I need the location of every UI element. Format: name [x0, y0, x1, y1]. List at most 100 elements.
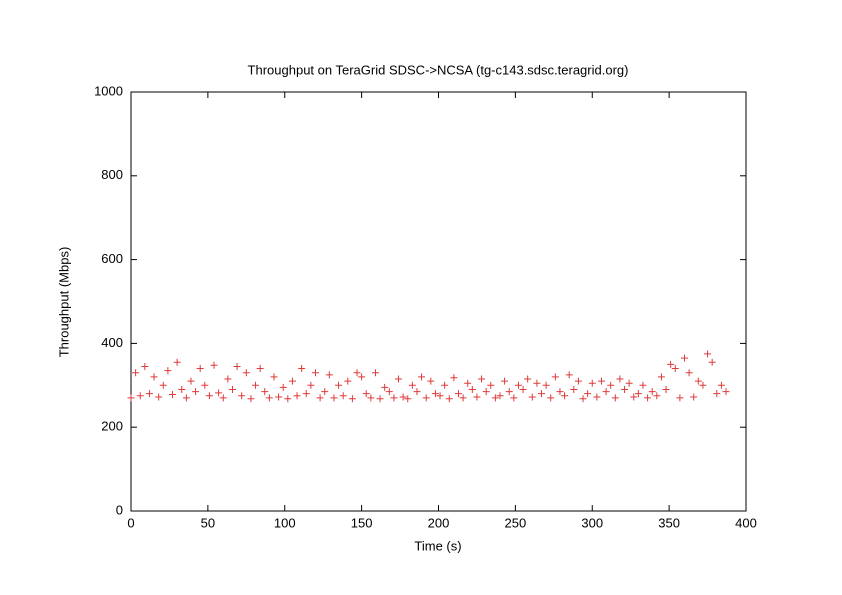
point — [252, 381, 260, 389]
point — [445, 395, 453, 403]
point — [275, 393, 283, 401]
point — [312, 369, 319, 377]
x-tick-label: 50 — [201, 515, 215, 530]
point — [579, 395, 587, 403]
point — [404, 395, 412, 403]
point — [293, 392, 301, 400]
plot-border — [130, 91, 747, 512]
point — [653, 392, 661, 400]
point — [708, 358, 716, 366]
y-axis-label: Throughput (Mbps) — [56, 247, 71, 358]
point — [662, 385, 670, 393]
point — [247, 395, 255, 403]
point — [205, 392, 213, 400]
point — [132, 369, 140, 377]
point — [210, 361, 218, 369]
point — [505, 388, 513, 396]
point — [676, 394, 684, 402]
point — [487, 381, 495, 389]
point — [450, 374, 458, 382]
point — [427, 377, 435, 385]
point — [538, 390, 546, 398]
point — [459, 394, 467, 402]
point — [565, 371, 573, 379]
point — [325, 371, 333, 379]
x-tick-label: 300 — [581, 515, 603, 530]
point — [265, 394, 273, 402]
point — [187, 377, 195, 385]
point — [441, 381, 449, 389]
point — [238, 392, 246, 400]
x-tick-label: 400 — [735, 515, 757, 530]
point — [418, 373, 426, 381]
y-tick-label: 400 — [101, 335, 123, 350]
point — [164, 367, 172, 375]
x-tick-label: 100 — [274, 515, 296, 530]
y-tick-label: 1000 — [94, 83, 123, 98]
point — [570, 385, 578, 393]
point — [533, 379, 541, 387]
point — [344, 377, 352, 385]
point — [256, 365, 264, 373]
point — [192, 388, 200, 396]
point — [491, 394, 499, 402]
point — [228, 385, 236, 393]
point — [621, 385, 629, 393]
point — [150, 373, 158, 381]
point — [722, 388, 730, 396]
point — [634, 390, 642, 398]
point — [145, 390, 153, 398]
x-tick-label: 250 — [505, 515, 527, 530]
point — [270, 373, 278, 381]
point — [611, 394, 619, 402]
point — [196, 365, 204, 373]
point — [201, 381, 209, 389]
point — [279, 383, 287, 391]
point — [681, 354, 688, 362]
point — [413, 388, 421, 396]
point — [574, 377, 582, 385]
point — [713, 390, 721, 398]
point — [593, 393, 601, 401]
point — [597, 377, 605, 385]
point — [321, 388, 329, 396]
point — [182, 394, 190, 402]
point — [155, 393, 163, 401]
point — [302, 390, 310, 398]
point — [514, 381, 522, 389]
point — [616, 375, 624, 383]
point — [630, 393, 638, 401]
point — [233, 362, 241, 370]
point — [307, 381, 315, 389]
point — [699, 381, 707, 389]
point — [215, 389, 223, 397]
x-tick-label: 0 — [127, 515, 134, 530]
point — [159, 381, 167, 389]
point — [625, 379, 633, 387]
point — [358, 373, 366, 381]
point — [169, 391, 177, 399]
point — [478, 375, 486, 383]
point — [602, 388, 610, 396]
point — [261, 388, 269, 396]
point — [510, 394, 518, 402]
x-tick-label: 200 — [428, 515, 450, 530]
point — [353, 369, 361, 377]
point — [385, 388, 393, 396]
point — [667, 360, 675, 368]
point — [242, 369, 250, 377]
point — [501, 377, 509, 385]
point — [422, 394, 430, 402]
point — [671, 365, 679, 373]
point — [584, 390, 592, 398]
x-axis-label: Time (s) — [414, 538, 461, 553]
point — [339, 392, 347, 400]
point — [330, 394, 338, 402]
x-tick-label: 350 — [658, 515, 680, 530]
point — [694, 377, 702, 385]
point — [284, 395, 292, 403]
point — [348, 395, 356, 403]
point — [436, 392, 444, 400]
